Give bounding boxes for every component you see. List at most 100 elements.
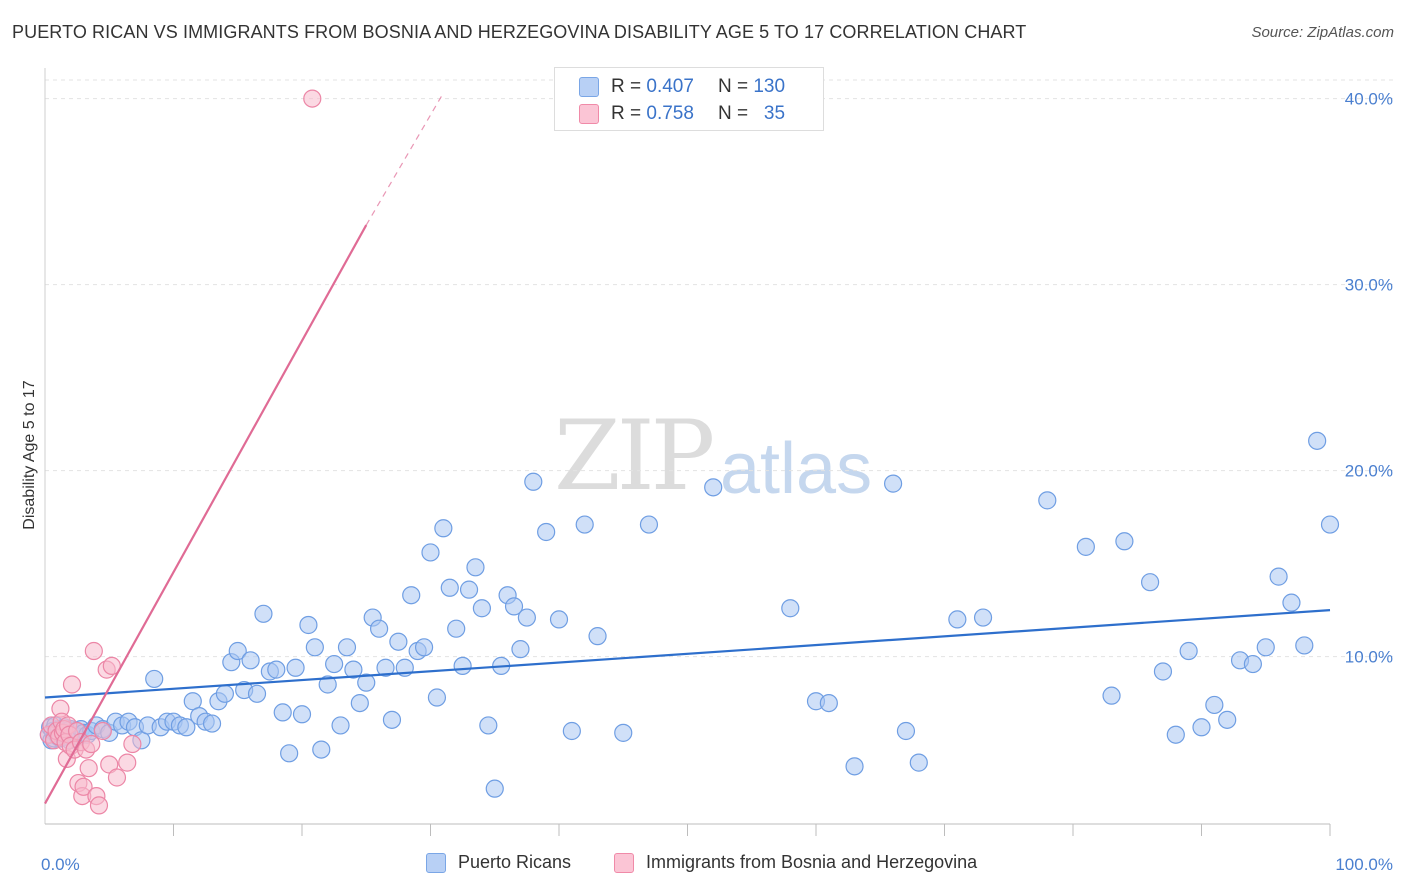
legend-label: Puerto Ricans — [458, 852, 572, 872]
puerto-rican-point — [1308, 431, 1327, 450]
puerto-rican-point — [312, 740, 331, 759]
puerto-rican-point — [1166, 725, 1185, 744]
puerto-rican-point — [1076, 537, 1095, 556]
puerto-rican-point — [350, 693, 369, 713]
puerto-rican-point — [145, 669, 164, 689]
r-label: R = — [611, 76, 642, 97]
y-tick-label: 10.0% — [1345, 648, 1393, 667]
puerto-rican-point — [299, 615, 318, 635]
puerto-rican-point — [909, 753, 928, 772]
legend-label: Immigrants from Bosnia and Herzegovina — [646, 852, 978, 872]
stats-row-bosnia: R = 0.758 N = 35 — [579, 102, 785, 126]
puerto-rican-point — [517, 608, 536, 627]
puerto-rican-point — [337, 638, 357, 657]
puerto-rican-point — [896, 721, 916, 741]
puerto-rican-point — [466, 558, 485, 577]
n-label: N = — [717, 103, 749, 124]
bosnia-point — [82, 734, 101, 754]
puerto-rican-point — [440, 578, 459, 597]
puerto-rican-point — [228, 641, 247, 661]
puerto-rican-point — [1282, 593, 1301, 612]
bosnia-point — [303, 89, 322, 108]
puerto-rican-point — [357, 673, 376, 692]
puerto-rican-point — [427, 688, 447, 707]
bosnia-point — [123, 734, 142, 754]
puerto-rican-point — [504, 597, 524, 616]
puerto-rican-point — [549, 610, 569, 629]
puerto-rican-point — [305, 638, 324, 657]
watermark-zip: ZIP — [554, 400, 715, 512]
puerto-rican-point — [1320, 515, 1340, 534]
bosnia-point — [74, 777, 93, 796]
puerto-rican-point — [1102, 686, 1121, 705]
puerto-rican-point — [575, 515, 594, 534]
bosnia-point — [89, 796, 109, 815]
puerto-rican-point — [524, 472, 543, 491]
r-label: R = — [611, 103, 642, 124]
bosnia-trend-extension — [365, 92, 444, 226]
puerto-rican-point — [1038, 491, 1057, 510]
stats-legend: R = 0.407 N = 130 R = 0.758 N = 35 — [554, 67, 824, 131]
legend-swatch-blue — [579, 77, 599, 97]
puerto-rican-point — [479, 716, 498, 735]
puerto-rican-point — [1140, 573, 1160, 592]
puerto-rican-point — [286, 658, 305, 677]
chart-title: PUERTO RICAN VS IMMIGRANTS FROM BOSNIA A… — [12, 22, 1027, 42]
puerto-rican-point — [382, 710, 402, 729]
bosnia-point — [84, 641, 103, 661]
puerto-rican-point — [819, 693, 838, 713]
x-tick-label: 0.0% — [41, 855, 80, 874]
puerto-rican-point — [247, 684, 267, 703]
bosnia-point — [107, 768, 127, 787]
bosnia-point — [62, 675, 82, 694]
puerto-rican-point — [202, 714, 222, 733]
stats-row-puerto-ricans: R = 0.407 N = 130 — [579, 75, 785, 99]
n-value: 35 — [763, 103, 786, 124]
legend-item-bosnia: Immigrants from Bosnia and Herzegovina — [614, 852, 977, 873]
bosnia-point — [79, 759, 98, 778]
puerto-rican-point — [781, 599, 800, 618]
n-value: 130 — [753, 76, 786, 97]
puerto-rican-point — [1269, 567, 1288, 586]
puerto-rican-point — [215, 684, 234, 703]
y-tick-label: 20.0% — [1345, 462, 1393, 481]
puerto-rican-point — [421, 543, 440, 562]
series-legend: Puerto Ricans Immigrants from Bosnia and… — [0, 852, 1406, 876]
puerto-rican-point — [614, 723, 633, 742]
puerto-rican-point — [447, 619, 466, 638]
puerto-rican-point — [704, 478, 723, 497]
puerto-rican-trend-line — [44, 609, 1331, 699]
puerto-rican-point — [485, 779, 504, 798]
puerto-rican-point — [254, 604, 273, 623]
watermark-atlas: atlas — [720, 429, 873, 509]
puerto-rican-point — [344, 660, 363, 679]
puerto-rican-point — [537, 522, 556, 542]
puerto-rican-point — [845, 757, 864, 776]
legend-item-puerto-ricans: Puerto Ricans — [426, 852, 571, 873]
puerto-rican-point — [414, 638, 434, 657]
puerto-rican-point — [1153, 662, 1173, 681]
puerto-rican-point — [973, 608, 993, 627]
puerto-rican-point — [273, 703, 292, 722]
puerto-rican-point — [472, 599, 491, 618]
puerto-rican-point — [1295, 636, 1314, 655]
puerto-rican-point — [325, 654, 344, 674]
y-tick-label: 40.0% — [1345, 90, 1393, 109]
r-value: 0.407 — [646, 76, 694, 97]
puerto-rican-point — [376, 658, 395, 677]
bosnia-trend-line — [44, 224, 368, 805]
puerto-rican-point — [588, 627, 607, 646]
puerto-rican-point — [389, 632, 408, 651]
puerto-rican-point — [883, 474, 903, 493]
r-value: 0.758 — [646, 103, 694, 124]
puerto-rican-point — [453, 656, 472, 676]
puerto-rican-point — [318, 675, 337, 694]
puerto-rican-point — [292, 705, 312, 724]
puerto-rican-point — [1243, 654, 1263, 674]
puerto-rican-point — [562, 721, 581, 741]
puerto-rican-point — [402, 586, 421, 605]
puerto-rican-point — [370, 619, 389, 638]
puerto-rican-point — [1205, 695, 1224, 715]
puerto-rican-point — [1218, 710, 1237, 729]
